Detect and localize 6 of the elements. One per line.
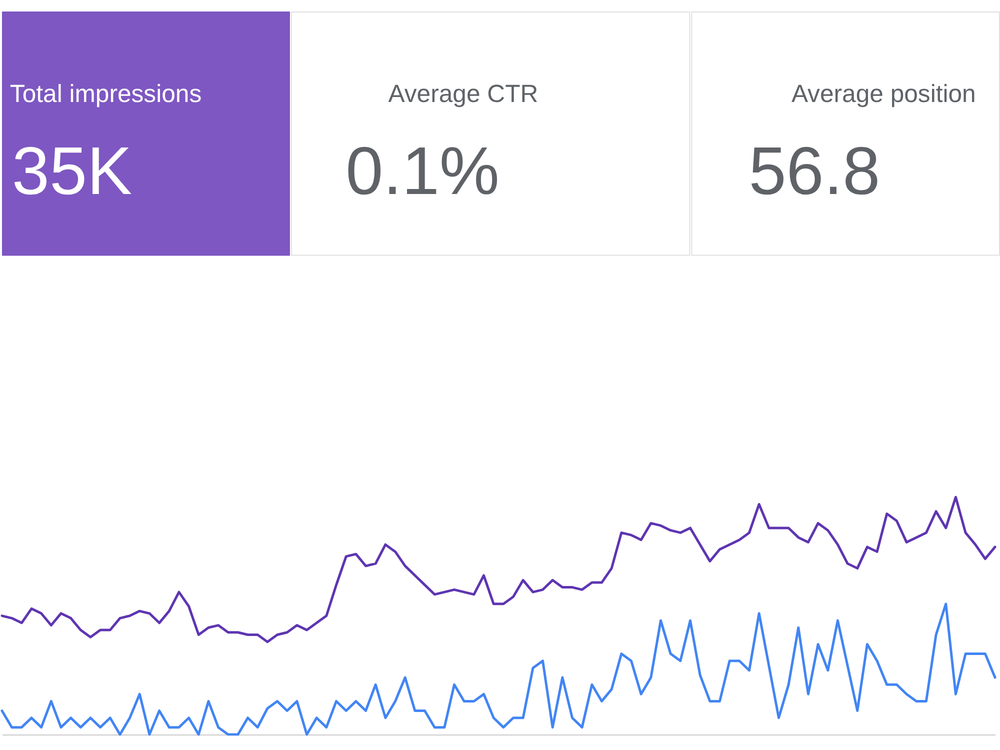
- text: Average CTR: [388, 80, 538, 108]
- text: 35K: [12, 134, 132, 210]
- text: 0.1%: [346, 134, 500, 210]
- text: Average position: [791, 80, 976, 108]
- text: 56.8: [748, 134, 880, 210]
- text: Total impressions: [10, 80, 202, 108]
